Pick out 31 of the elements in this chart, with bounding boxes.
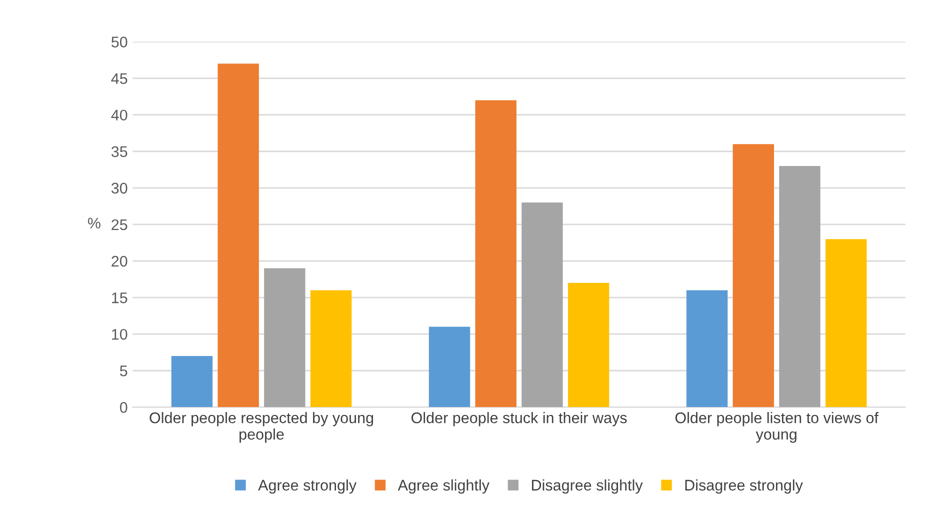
bar bbox=[732, 144, 774, 408]
bar bbox=[826, 239, 867, 408]
bar bbox=[475, 100, 516, 408]
y-tick-label: 30 bbox=[111, 182, 128, 194]
y-tick-label: 40 bbox=[111, 110, 128, 121]
bar bbox=[522, 202, 563, 408]
bar bbox=[779, 166, 820, 408]
y-tick-label: 50 bbox=[111, 36, 128, 48]
bar bbox=[264, 268, 306, 408]
y-tick-label: 5 bbox=[120, 366, 128, 376]
y-tick-label: 15 bbox=[112, 292, 128, 304]
x-tick-label: Older people stuck in their ways bbox=[411, 412, 627, 426]
y-tick-label: 20 bbox=[112, 256, 128, 267]
legend-label: Agree strongly bbox=[258, 479, 357, 494]
y-tick-label: 0 bbox=[120, 402, 128, 413]
x-tick-label: Older people respected by young people bbox=[150, 412, 374, 443]
legend-label: Agree slightly bbox=[398, 479, 490, 494]
bar bbox=[171, 356, 213, 408]
y-axis-title: % bbox=[88, 218, 100, 228]
y-tick-label: 25 bbox=[112, 219, 128, 230]
bar bbox=[686, 290, 728, 408]
legend-label: Disagree slightly bbox=[532, 479, 643, 494]
legend-label: Disagree strongly bbox=[685, 479, 803, 494]
bar bbox=[310, 290, 352, 408]
bar bbox=[428, 326, 470, 408]
bar bbox=[218, 64, 259, 408]
y-tick-label: 35 bbox=[111, 146, 128, 158]
x-tick-label: Older people listen to views of young bbox=[675, 412, 879, 443]
bar bbox=[568, 282, 610, 408]
y-tick-label: 45 bbox=[111, 73, 128, 84]
y-tick-label: 10 bbox=[112, 328, 128, 340]
